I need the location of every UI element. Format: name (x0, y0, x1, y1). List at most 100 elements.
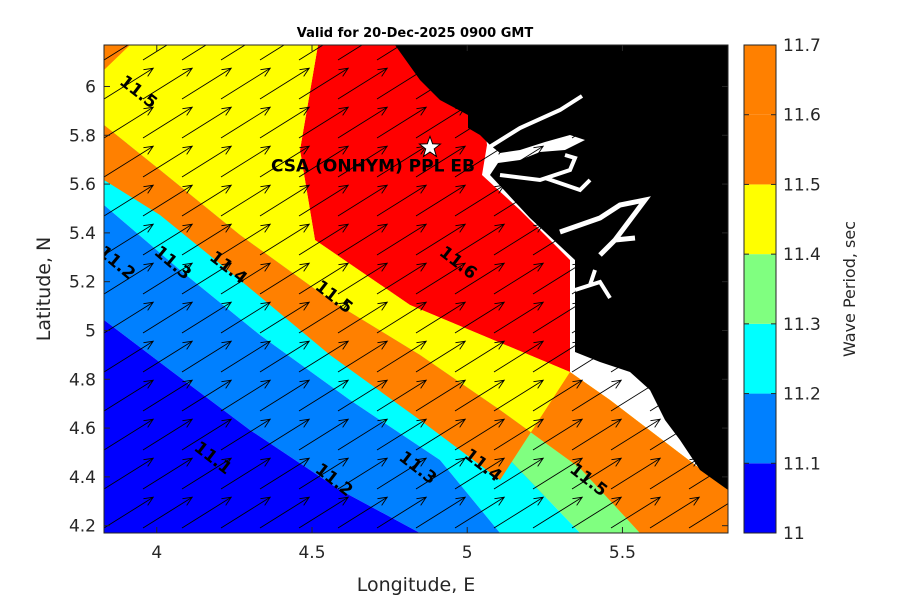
wave-vector-head (221, 301, 233, 311)
wave-vector (415, 340, 466, 373)
wave-vector (376, 145, 427, 178)
wave-vector (142, 184, 193, 217)
wave-vector (454, 223, 505, 256)
wave-vector (415, 379, 466, 412)
wave-vector (454, 496, 505, 529)
wave-vector-head (221, 262, 233, 272)
colorbar-swatch (744, 254, 776, 324)
wave-vector-head (299, 106, 311, 116)
wave-vector (298, 496, 349, 529)
wave-vector (337, 106, 388, 139)
wave-vector-head (611, 457, 623, 467)
plot-area: 11.511.2 11.3 11.411.511.611.111.2 11.3 11.4… (104, 29, 738, 533)
wave-vector-head (416, 340, 428, 350)
wave-vector-head (182, 457, 194, 467)
wave-vector (298, 457, 349, 490)
colorbar-tick-label: 11.2 (783, 385, 821, 405)
wave-vector (298, 106, 349, 139)
wave-vector-head (143, 184, 155, 194)
wave-vector (104, 45, 129, 61)
colorbar-swatch (744, 393, 776, 464)
wave-vector-head (494, 418, 506, 428)
wave-vector (142, 223, 193, 256)
wave-vector (376, 262, 427, 295)
wave-vector-head (260, 496, 272, 506)
wave-vector-head (377, 262, 389, 272)
wave-vector-head (338, 301, 350, 311)
x-tick-label: 5 (462, 543, 473, 563)
wave-vector (532, 457, 583, 490)
wave-vector-head (728, 224, 738, 232)
y-tick-label: 4.4 (69, 468, 96, 488)
wave-vector-head (494, 301, 506, 311)
wave-vector (259, 418, 310, 451)
wave-vector-head (650, 457, 662, 467)
wave-vector (454, 340, 505, 373)
wave-vector-head (299, 145, 311, 155)
wave-vector-head (221, 379, 233, 389)
wave-vector (104, 223, 154, 256)
wave-vector (181, 262, 232, 295)
wave-vector (220, 301, 271, 334)
wave-vector-head (182, 223, 194, 233)
y-tick-label: 6 (85, 77, 96, 97)
y-tick-label: 5.2 (69, 273, 96, 293)
band-11-0-11-1 (104, 320, 420, 533)
colorbar-label: Wave Period, sec (840, 221, 859, 357)
wave-vector (142, 301, 193, 334)
wave-vector (104, 67, 154, 100)
wave-vector (298, 418, 349, 451)
wave-vector (142, 145, 193, 178)
wave-vector (337, 67, 388, 100)
wave-vector-head (338, 223, 350, 233)
wave-vector-head (260, 29, 270, 37)
colorbar-swatch (744, 323, 776, 394)
colorbar-tick-label: 11.5 (783, 175, 821, 195)
wave-vector (298, 301, 349, 334)
wave-vector-head (182, 301, 194, 311)
wave-vector-head (377, 223, 389, 233)
wave-vector (259, 496, 310, 529)
wave-vector-head (260, 379, 272, 389)
colorbar-frame (743, 44, 777, 534)
wave-vector-head (299, 418, 311, 428)
wave-vector-head (221, 223, 233, 233)
wave-vector (493, 340, 544, 373)
wave-vector-head (494, 379, 506, 389)
x-tick-label: 5.5 (609, 543, 636, 563)
wave-vector-head (416, 184, 428, 194)
wave-vector (337, 262, 388, 295)
wave-vector (415, 145, 466, 178)
wave-vector-head (260, 67, 272, 77)
wave-vector (532, 379, 583, 412)
river-channel-1 (486, 94, 584, 150)
wave-vector-head (728, 341, 738, 349)
wave-vector-head (494, 496, 506, 506)
wave-vector (337, 418, 388, 451)
wave-vector (376, 45, 402, 61)
wave-vector-head (221, 340, 233, 350)
wave-vector-head (455, 184, 467, 194)
y-axis: 4.2 4.4 4.6 4.8 5 5.2 5.4 5.6 5.8 6 (69, 77, 728, 537)
x-axis-label: Longitude, E (357, 574, 476, 596)
wave-vector (415, 418, 466, 451)
wave-vector (220, 184, 271, 217)
wave-vector-head (143, 262, 155, 272)
wave-vector (493, 418, 544, 451)
wave-vector (376, 106, 427, 139)
wave-vector-head (416, 223, 428, 233)
wave-vector-head (299, 301, 311, 311)
wave-vector-head (533, 418, 545, 428)
wave-vector-head (299, 223, 311, 233)
wave-vector-head (260, 262, 272, 272)
wave-vector-head (260, 340, 272, 350)
wave-vector-head (611, 496, 623, 506)
wave-vector (104, 379, 154, 412)
wave-vector (532, 418, 583, 451)
wave-vector (376, 457, 427, 490)
wave-vector-head (182, 418, 194, 428)
wave-vector-head (182, 29, 192, 37)
wave-vector (376, 184, 427, 217)
wave-vector-head (143, 29, 153, 37)
wave-vector-head (143, 145, 155, 155)
